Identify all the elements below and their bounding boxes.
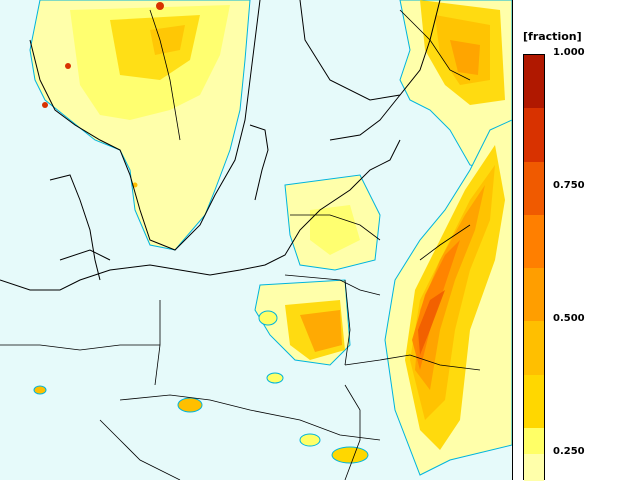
central-band-field bbox=[254, 174, 381, 366]
legend-bin-2 bbox=[524, 374, 544, 428]
hotspot-marker bbox=[156, 2, 164, 10]
legend-tick-label: 0.500 bbox=[553, 313, 585, 325]
legend-unit-label: [fraction] bbox=[523, 30, 582, 43]
hotspot-marker bbox=[42, 102, 48, 108]
scandinavia-field bbox=[29, 0, 251, 251]
borders bbox=[0, 9, 481, 480]
legend-tick-label: 0.250 bbox=[553, 446, 585, 458]
coastlines bbox=[0, 0, 441, 291]
map-svg bbox=[0, 0, 512, 480]
hotspot-marker bbox=[65, 63, 71, 69]
legend-bin-5 bbox=[524, 214, 544, 268]
map-panel bbox=[0, 0, 512, 480]
southern-field bbox=[33, 310, 369, 464]
legend-bin-1 bbox=[524, 427, 544, 455]
hotspot-marker bbox=[132, 182, 138, 188]
legend-bin-4 bbox=[524, 268, 544, 322]
legend: [fraction] 1.000 0.750 0.500 0.250 bbox=[512, 0, 640, 481]
legend-bin-6 bbox=[524, 161, 544, 215]
legend-tick-label: 0.750 bbox=[553, 180, 585, 192]
legend-bin-3 bbox=[524, 321, 544, 375]
legend-bin-8 bbox=[524, 55, 544, 109]
legend-tick-label: 1.000 bbox=[553, 47, 585, 58]
legend-bin-7 bbox=[524, 108, 544, 162]
legend-bin-0 bbox=[524, 454, 544, 481]
legend-color-bar bbox=[523, 54, 545, 481]
eastern-band-field bbox=[384, 119, 512, 476]
